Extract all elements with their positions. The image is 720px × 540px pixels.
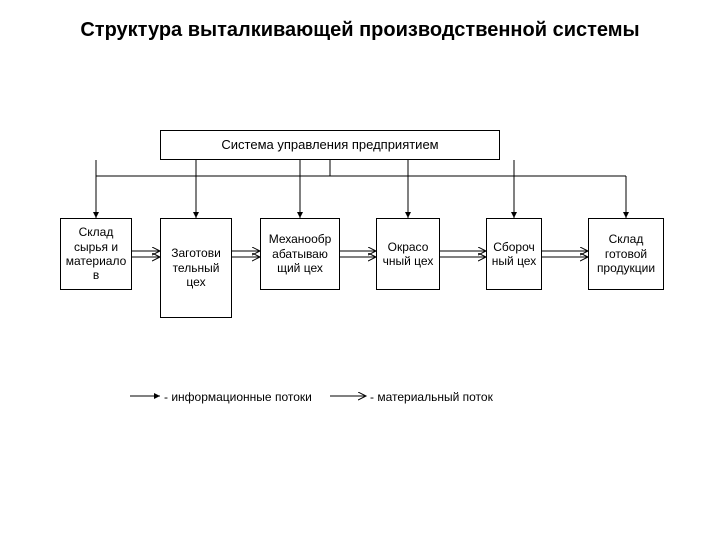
unit-machining-shop: Механообр абатываю щий цех xyxy=(260,218,340,290)
page-title: Структура выталкивающей производственной… xyxy=(0,18,720,43)
unit-warehouse-raw: Склад сырья и материало в xyxy=(60,218,132,290)
unit-blank-shop: Заготови тельный цех xyxy=(160,218,232,318)
legend-material-label: - материальный поток xyxy=(370,390,493,404)
unit-warehouse-final: Склад готовой продукции xyxy=(588,218,664,290)
legend-info-label: - информационные потоки xyxy=(164,390,312,404)
unit-assembly-shop: Сбороч ный цех xyxy=(486,218,542,290)
management-box: Система управления предприятием xyxy=(160,130,500,160)
unit-paint-shop: Окрасо чный цех xyxy=(376,218,440,290)
diagram-canvas: Структура выталкивающей производственной… xyxy=(0,0,720,540)
